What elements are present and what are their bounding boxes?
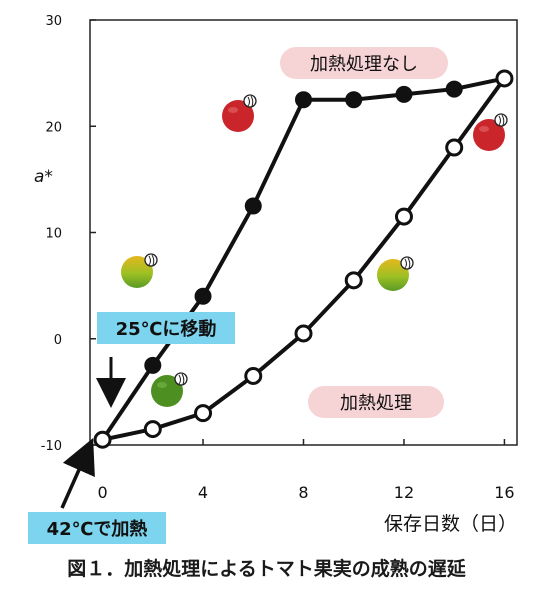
tomato-green-icon bbox=[151, 372, 188, 407]
data-point-no-heat bbox=[244, 197, 262, 215]
y-tick-label: 30 bbox=[45, 14, 62, 29]
data-point-heat bbox=[244, 366, 263, 385]
figure-caption: 図１．加熱処理によるトマト果実の成熟の遅延 bbox=[67, 558, 466, 580]
data-point-no-heat bbox=[445, 80, 463, 98]
data-point-heat bbox=[344, 271, 363, 290]
data-point-heat bbox=[194, 404, 213, 423]
data-point-no-heat bbox=[295, 91, 312, 109]
y-tick-label: 0 bbox=[54, 333, 62, 348]
y-axis-label: a* bbox=[34, 167, 53, 187]
x-axis: 0 4 8 12 16 bbox=[97, 439, 515, 502]
series-label-no-heat: 加熱処理なし bbox=[280, 47, 448, 79]
data-point-no-heat bbox=[144, 356, 162, 374]
series-label-heat-text: 加熱処理 bbox=[340, 393, 412, 414]
x-axis-label: 保存日数（日） bbox=[384, 513, 517, 535]
tomato-red-icon bbox=[473, 113, 508, 151]
data-point-heat bbox=[93, 430, 112, 449]
tomato-red-icon bbox=[222, 94, 257, 132]
x-tick-label: 4 bbox=[198, 483, 208, 502]
up-arrow-icon bbox=[60, 438, 95, 509]
data-point-heat bbox=[394, 207, 413, 226]
x-tick-label: 12 bbox=[394, 483, 414, 502]
annotation-heat-42c-text: 42℃で加熱 bbox=[47, 518, 148, 540]
annotation-move-25c: 25℃に移動 bbox=[96, 312, 235, 408]
data-point-heat bbox=[495, 69, 514, 88]
data-point-heat bbox=[294, 324, 313, 343]
y-axis: -10 0 10 20 30 bbox=[41, 14, 96, 454]
y-tick-label: 20 bbox=[45, 120, 62, 135]
x-tick-label: 8 bbox=[298, 483, 308, 502]
series-label-no-heat-text: 加熱処理なし bbox=[310, 54, 418, 75]
x-tick-label: 0 bbox=[97, 483, 107, 502]
tomato-turning-icon bbox=[121, 253, 158, 288]
annotation-move-25c-text: 25℃に移動 bbox=[116, 318, 217, 340]
data-point-no-heat bbox=[194, 287, 212, 305]
data-point-no-heat bbox=[395, 85, 413, 103]
annotation-heat-42c: 42℃で加熱 bbox=[28, 438, 166, 544]
tomato-turning-icon bbox=[377, 256, 414, 291]
data-point-heat bbox=[445, 138, 464, 157]
x-tick-label: 16 bbox=[494, 483, 514, 502]
data-point-no-heat bbox=[345, 91, 363, 109]
series-label-heat: 加熱処理 bbox=[308, 386, 444, 418]
chart-area: -10 0 10 20 30 0 4 8 12 16 a* 保存日数（日） 加熱処理なし 加熱処… bbox=[28, 14, 518, 544]
y-tick-label: 10 bbox=[45, 227, 62, 242]
y-tick-label: -10 bbox=[41, 439, 62, 454]
data-point-heat bbox=[143, 420, 162, 439]
